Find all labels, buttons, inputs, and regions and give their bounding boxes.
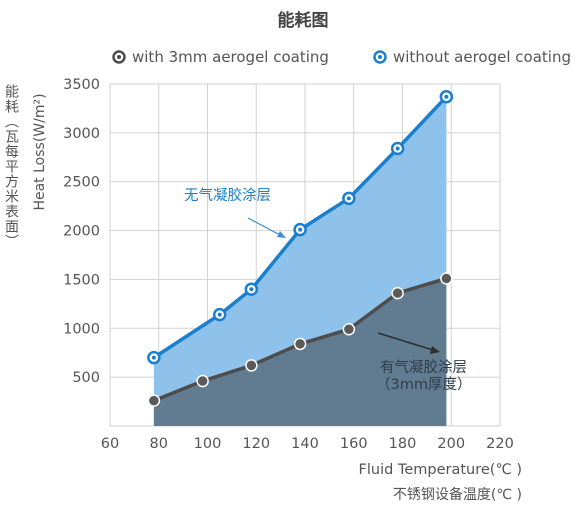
y-tick-label: 1500 (63, 272, 100, 288)
x-tick-label: 120 (242, 436, 270, 452)
y-axis-label-cn: 能耗（瓦每平方米表面） (3, 84, 19, 249)
x-tick-label: 60 (101, 436, 119, 452)
y-tick-label: 1000 (63, 321, 100, 337)
y-tick-label: 3500 (63, 77, 100, 93)
tick-labels: 60 80 100 120 140 160 180 200 220 500 1000 1500 2000… (63, 77, 514, 452)
point-center-without-coating (249, 287, 254, 292)
x-tick-label: 140 (291, 436, 319, 452)
chart-title: 能耗图 (278, 10, 329, 31)
annotation-with-coating: 有气凝胶涂层 (380, 359, 467, 376)
legend-marker-dot (378, 55, 382, 59)
x-axis-label-en: Fluid Temperature(℃ ) (359, 462, 522, 478)
point-with-coating (196, 374, 209, 388)
legend-label-without-coating: without aerogel coating (393, 48, 571, 66)
annotation-arrowhead-without-coating (277, 231, 286, 238)
y-axis-label-en: Heat Loss(W/m²) (32, 93, 48, 210)
annotation-arrow-with-coating (377, 332, 434, 351)
legend-label-with-coating: with 3mm aerogel coating (132, 48, 329, 66)
legend-marker-dot (117, 55, 121, 59)
x-tick-label: 100 (194, 436, 222, 452)
point-with-coating (147, 394, 161, 407)
point-with-coating (342, 323, 356, 336)
legend-item-with-coating: with 3mm aerogel coating (112, 48, 329, 66)
point-center-without-coating (395, 146, 400, 151)
annotation-arrowhead-with-coating (430, 346, 440, 354)
x-tick-label: 200 (437, 436, 465, 452)
x-tick-label: 80 (150, 436, 168, 452)
point-with-coating (245, 359, 258, 372)
y-tick-label: 500 (72, 370, 100, 386)
x-tick-label: 160 (340, 436, 368, 452)
y-tick-label: 3000 (63, 126, 100, 142)
point-center-without-coating (151, 355, 156, 360)
y-tick-label: 2500 (63, 175, 100, 191)
point-center-without-coating (346, 196, 351, 201)
area-with-coating (153, 278, 447, 426)
y-tick-label: 2000 (63, 224, 100, 240)
legend: with 3mm aerogel coating without aerogel… (112, 48, 571, 66)
point-with-coating (391, 286, 404, 300)
legend-item-without-coating: without aerogel coating (373, 48, 571, 66)
annotation-with-coating-thickness: （3mm厚度） (376, 376, 471, 393)
x-tick-label: 220 (486, 436, 514, 452)
point-center-without-coating (298, 227, 303, 232)
x-tick-label: 180 (389, 436, 417, 452)
series-points (147, 89, 454, 407)
point-center-without-coating (444, 94, 449, 99)
annotation-arrow-without-coating (247, 217, 283, 237)
x-axis-label-cn: 不锈钢设备温度(℃ ) (393, 486, 522, 503)
series-areas (153, 96, 447, 427)
annotation-without-coating: 无气凝胶涂层 (184, 187, 271, 204)
point-with-coating (440, 272, 453, 285)
point-center-without-coating (217, 312, 222, 317)
point-with-coating (293, 337, 307, 351)
